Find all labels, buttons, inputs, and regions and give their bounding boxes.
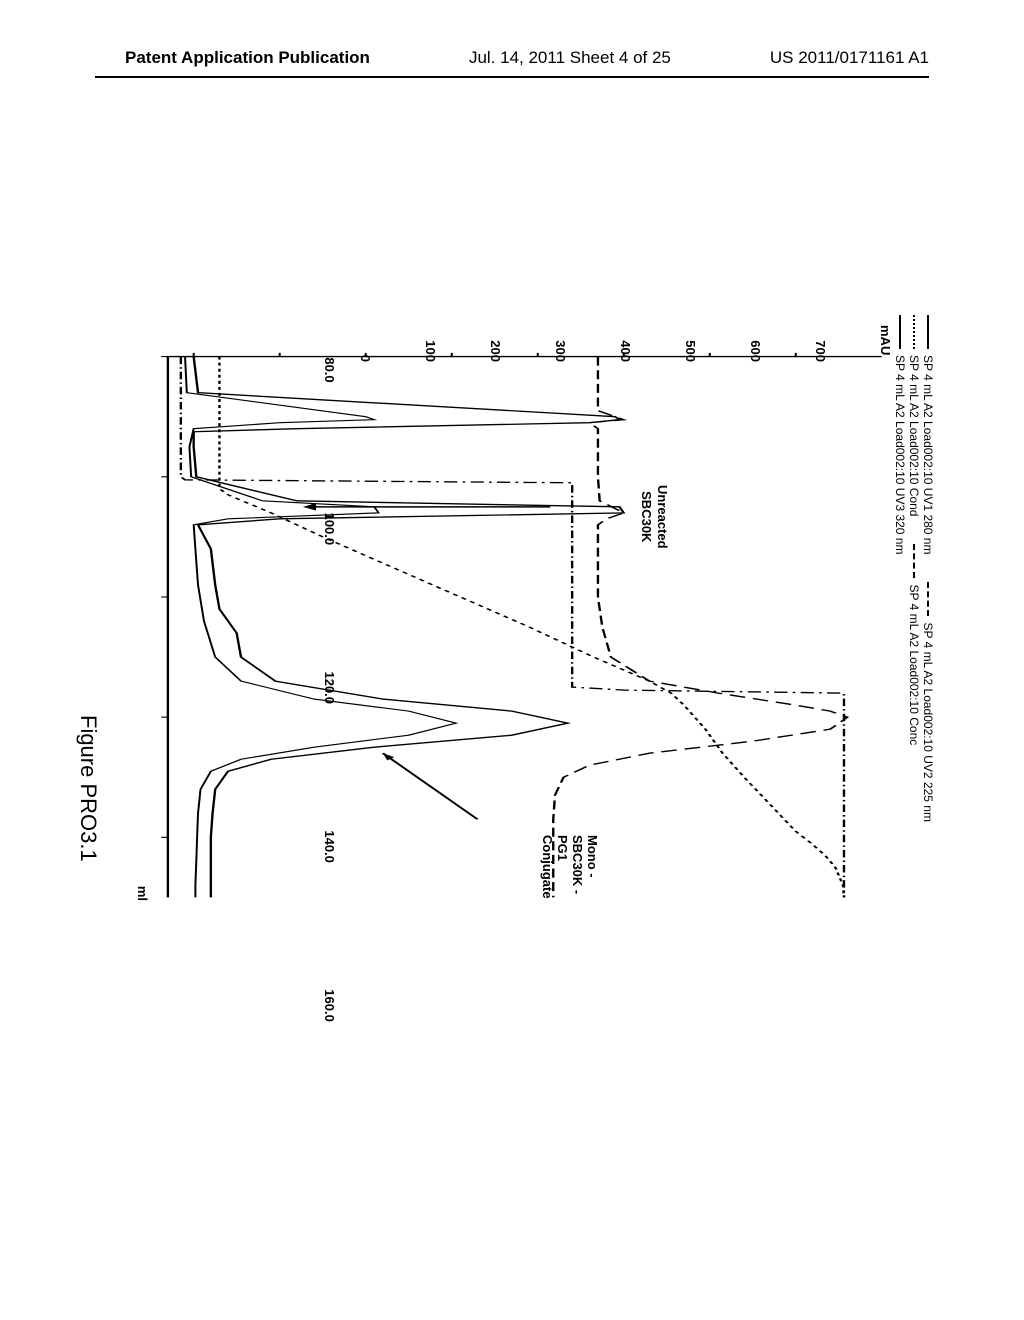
chromatogram-chart <box>115 315 895 905</box>
annotation-unreacted: Unreacted SBC30K <box>639 485 670 549</box>
y-tick-label: 600 <box>748 322 763 362</box>
x-tick-label: 140.0 <box>322 823 337 871</box>
chart-series <box>185 357 456 898</box>
y-tick-label: 400 <box>618 322 633 362</box>
x-tick-label: 80.0 <box>322 346 337 394</box>
y-axis-unit: mAU <box>878 325 893 355</box>
x-tick-label: 160.0 <box>322 982 337 1030</box>
y-tick-label: 100 <box>423 322 438 362</box>
figure-container: SP 4 mL A2 Load002:10 UV1 280 nmSP 4 mL … <box>115 315 895 905</box>
legend-swatch <box>927 315 929 349</box>
header-left: Patent Application Publication <box>125 48 370 72</box>
chart-series <box>219 357 844 898</box>
legend-label: SP 4 mL A2 Load002:10 UV1 280 nm <box>921 355 935 554</box>
chart-series <box>181 357 844 898</box>
y-tick-label: 300 <box>553 322 568 362</box>
annotation-mono: Mono - SBC30K - PG1 Conjugate <box>540 835 600 905</box>
y-tick-label: 700 <box>813 322 828 362</box>
header-right: US 2011/0171161 A1 <box>770 48 929 72</box>
legend-item: SP 4 mL A2 Load002:10 Conc <box>907 544 921 745</box>
y-tick-label: 200 <box>488 322 503 362</box>
x-tick-label: 100.0 <box>322 505 337 553</box>
legend-swatch <box>913 315 915 349</box>
legend-item: SP 4 mL A2 Load002:10 Cond <box>907 315 921 516</box>
legend-label: SP 4 mL A2 Load002:10 UV2 225 nm <box>921 622 935 821</box>
legend-swatch <box>899 315 901 349</box>
header-rule <box>95 76 929 78</box>
legend-item: SP 4 mL A2 Load002:10 UV3 320 nm <box>893 315 907 554</box>
x-axis-unit: ml <box>135 886 150 901</box>
legend-item: SP 4 mL A2 Load002:10 UV2 225 nm <box>921 582 935 821</box>
chart-legend: SP 4 mL A2 Load002:10 UV1 280 nmSP 4 mL … <box>893 315 935 905</box>
chart-series <box>553 357 847 898</box>
y-tick-label: 0 <box>358 322 373 362</box>
header-center: Jul. 14, 2011 Sheet 4 of 25 <box>469 48 671 72</box>
y-tick-label: 500 <box>683 322 698 362</box>
legend-label: SP 4 mL A2 Load002:10 Cond <box>907 355 921 516</box>
x-tick-label: 120.0 <box>322 664 337 712</box>
legend-item: SP 4 mL A2 Load002:10 UV1 280 nm <box>921 315 935 554</box>
legend-swatch <box>913 544 915 578</box>
page-header: Patent Application Publication Jul. 14, … <box>0 48 1024 72</box>
figure-caption: Figure PRO3.1 <box>75 715 101 862</box>
legend-label: SP 4 mL A2 Load002:10 UV3 320 nm <box>893 355 907 554</box>
axes <box>168 357 882 898</box>
legend-swatch <box>927 582 929 616</box>
chart-series <box>194 357 624 898</box>
legend-label: SP 4 mL A2 Load002:10 Conc <box>907 584 921 745</box>
